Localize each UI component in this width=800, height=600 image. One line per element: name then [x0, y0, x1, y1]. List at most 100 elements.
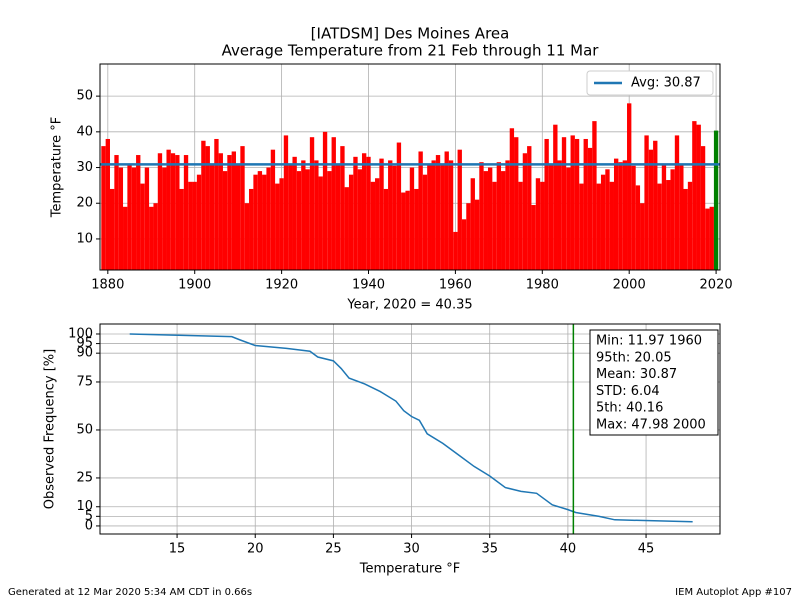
- bar: [583, 138, 588, 270]
- bar: [561, 137, 567, 270]
- bar: [314, 160, 319, 270]
- bar: [301, 160, 306, 270]
- bar: [166, 149, 171, 270]
- y-tick-label: 20: [76, 196, 93, 211]
- bar: [631, 165, 636, 270]
- bar: [183, 155, 189, 270]
- bar: [266, 167, 271, 270]
- bar: [140, 183, 145, 270]
- bar: [657, 183, 662, 270]
- bar: [370, 181, 376, 270]
- bar: [596, 183, 601, 270]
- stats-text: 5th: 40.16: [596, 401, 663, 416]
- bar: [123, 206, 128, 270]
- bar: [340, 146, 345, 270]
- y-tick-label: 10: [76, 499, 93, 514]
- y-tick-label: 0: [85, 518, 93, 533]
- chart-title: [IATDSM] Des Moines Area: [311, 25, 510, 43]
- bar: [692, 121, 697, 270]
- x-axis-label: Year, 2020 = 40.35: [346, 298, 472, 313]
- bar: [231, 151, 236, 270]
- bar: [653, 140, 658, 270]
- bar: [275, 183, 280, 270]
- bar: [109, 188, 115, 270]
- bar: [305, 169, 310, 270]
- bar: [157, 153, 163, 270]
- bar: [622, 160, 628, 270]
- bar: [357, 169, 362, 270]
- bar: [292, 156, 297, 270]
- bar: [348, 174, 354, 270]
- x-tick-label: 2000: [613, 278, 646, 293]
- bar: [296, 171, 302, 270]
- bar: [366, 156, 371, 270]
- bar: [700, 146, 706, 270]
- bar: [544, 138, 549, 270]
- bar: [322, 131, 328, 270]
- bar: [375, 178, 380, 270]
- x-tick-label: 15: [169, 542, 186, 557]
- x-tick-label: 45: [638, 542, 655, 557]
- bar: [422, 174, 428, 270]
- bar: [635, 185, 641, 270]
- bar: [448, 160, 454, 270]
- bar: [401, 192, 406, 270]
- stats-text: 95th: 20.05: [596, 350, 672, 365]
- bar: [496, 162, 502, 270]
- bar: [661, 163, 667, 270]
- bar: [431, 160, 436, 270]
- bar: [244, 203, 250, 270]
- bar: [505, 160, 510, 270]
- bar: [444, 151, 449, 270]
- bar: [201, 140, 206, 270]
- y-axis-label: Observed Frequency [%]: [43, 349, 58, 509]
- footer-right: IEM Autoplot App #107: [675, 587, 792, 598]
- bar: [453, 231, 458, 270]
- y-tick-label: 30: [76, 160, 93, 175]
- bar: [149, 206, 154, 270]
- bar: [687, 181, 693, 270]
- bar: [509, 128, 515, 270]
- bar: [618, 162, 623, 270]
- bar: [679, 163, 684, 270]
- bar: [548, 163, 554, 270]
- bar: [487, 167, 493, 270]
- y-tick-label: 50: [76, 89, 93, 104]
- bar: [522, 153, 528, 270]
- bar: [587, 147, 593, 270]
- bar: [570, 135, 575, 270]
- bar: [249, 188, 254, 270]
- x-tick-label: 20: [247, 542, 264, 557]
- bar: [144, 167, 150, 270]
- bar: [175, 155, 180, 270]
- bar: [318, 176, 323, 270]
- bar: [383, 188, 389, 270]
- x-tick-label: 1900: [178, 278, 211, 293]
- bar: [540, 181, 545, 270]
- y-tick-label: 95: [76, 336, 93, 351]
- axes-frame: [99, 323, 721, 535]
- bar: [222, 171, 228, 270]
- bar: [440, 163, 445, 270]
- bar: [196, 174, 202, 270]
- bar: [627, 103, 632, 270]
- y-axis-label: Temperature °F: [50, 117, 65, 218]
- bar: [640, 203, 645, 270]
- bar: [592, 121, 597, 270]
- y-tick-label: 10: [76, 231, 93, 246]
- x-tick-label: 1940: [352, 278, 385, 293]
- bar: [288, 163, 293, 270]
- bar: [518, 181, 523, 270]
- plot-area: [129, 324, 693, 534]
- bar: [418, 151, 423, 270]
- frequency-line: [129, 333, 693, 523]
- bar: [396, 142, 402, 270]
- bar: [105, 138, 110, 270]
- bar: [492, 181, 497, 270]
- bar: [235, 163, 241, 270]
- bar: [474, 199, 480, 270]
- bar: [101, 146, 106, 270]
- bar: [257, 171, 263, 270]
- bar: [613, 158, 619, 270]
- bar: [457, 149, 462, 270]
